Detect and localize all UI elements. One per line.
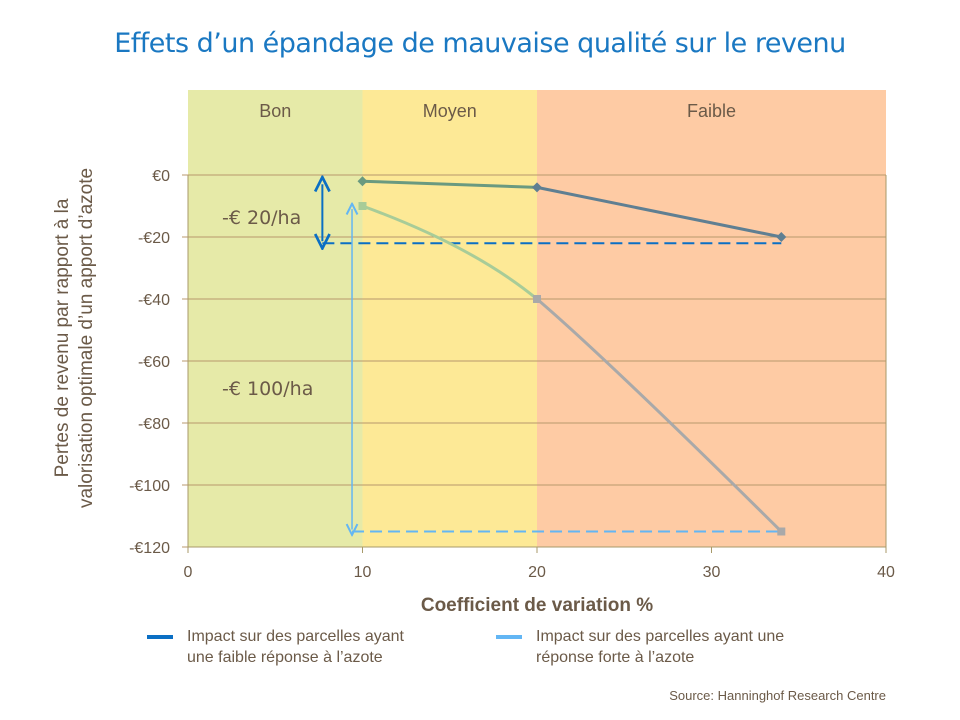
- series-high-point: [358, 202, 367, 210]
- series-high-point: [533, 295, 541, 303]
- series-low-point: [357, 176, 368, 187]
- y-tick-label: -€40: [138, 292, 170, 309]
- y-tick-label: €0: [152, 168, 170, 185]
- series-low-point: [776, 232, 787, 242]
- series-low-line-segment: [362, 179, 538, 189]
- y-tick-label: -€100: [129, 478, 170, 495]
- series-low-point: [532, 182, 542, 193]
- y-axis-label-line2: valorisation optimale d’un apport d’azot…: [76, 168, 97, 508]
- legend-item-high-response: Impact sur des parcelles ayant une répon…: [496, 626, 785, 668]
- chart-title: Effets d’un épandage de mauvaise qualité…: [114, 28, 846, 59]
- band-label: Faible: [687, 101, 736, 121]
- legend-text: Impact sur des parcelles ayant une: [536, 628, 785, 645]
- legend-diamond-icon: [147, 635, 173, 639]
- y-axis-label-line1: Pertes de revenu par rapport à la: [52, 198, 73, 477]
- annotation-low: -€ 20/ha: [222, 207, 301, 229]
- band-faible: [537, 90, 886, 547]
- source-note: Source: Hanninghof Research Centre: [669, 688, 886, 703]
- x-tick-label: 20: [528, 564, 546, 581]
- y-tick-label: -€120: [129, 540, 170, 557]
- legend-item-low-response: Impact sur des parcelles ayant une faibl…: [147, 626, 404, 668]
- y-tick-label: -€80: [138, 416, 170, 433]
- band-label: Bon: [259, 101, 291, 121]
- legend-square-icon: [496, 635, 522, 639]
- series-high-point: [777, 527, 786, 536]
- x-tick-label: 0: [184, 564, 193, 581]
- legend-text: une faible réponse à l’azote: [187, 649, 383, 666]
- band-bon: [188, 90, 363, 547]
- band-moyen: [362, 90, 537, 547]
- series-high-line-segment: [536, 297, 783, 533]
- x-tick-label: 10: [354, 564, 372, 581]
- x-tick-label: 30: [703, 564, 721, 581]
- y-tick-label: -€60: [138, 354, 170, 371]
- legend-text: Impact sur des parcelles ayant: [187, 628, 404, 645]
- legend-text: réponse forte à l’azote: [536, 649, 695, 666]
- series-low-line-segment: [536, 185, 782, 239]
- annotation-high: -€ 100/ha: [222, 378, 313, 400]
- series-high-line-segment: [361, 204, 538, 301]
- x-axis-label: Coefficient de variation %: [421, 595, 653, 616]
- x-tick-label: 40: [877, 564, 895, 581]
- band-label: Moyen: [423, 101, 477, 121]
- y-tick-label: -€20: [138, 230, 170, 247]
